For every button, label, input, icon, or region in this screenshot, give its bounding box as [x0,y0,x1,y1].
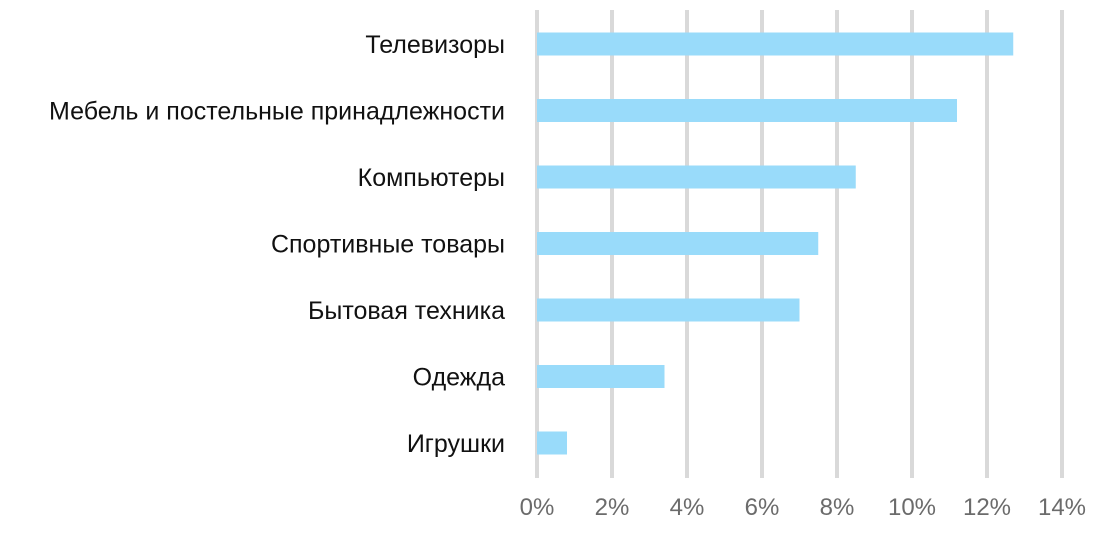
x-tick-label: 0% [520,494,555,521]
category-label: Бытовая техника [308,297,505,325]
bar-5 [537,298,800,322]
category-label: Одежда [413,364,505,392]
category-label: Игрушки [407,430,505,458]
x-tick-label: 2% [595,494,630,521]
x-tick-label: 14% [1038,494,1086,521]
category-label: Спортивные товары [271,231,505,259]
x-axis-tick-labels: 0% 2% 4% 6% 8% 10% 12% 14% [520,494,1086,521]
bar-3 [537,165,856,189]
bar-7 [537,431,567,455]
bar-2 [537,99,957,122]
x-tick-label: 10% [888,494,936,521]
bar-1 [537,32,1014,56]
bar-6 [537,365,665,388]
category-labels: Телевизоры Мебель и постельные принадлежн… [49,31,505,458]
category-label: Мебель и постельные принадлежности [49,98,505,126]
x-tick-label: 6% [745,494,780,521]
category-label: Телевизоры [365,31,505,59]
category-label: Компьютеры [358,164,505,192]
bar-4 [537,232,819,255]
bars [537,32,1014,455]
x-tick-label: 4% [670,494,705,521]
x-tick-label: 8% [820,494,855,521]
x-tick-label: 12% [963,494,1011,521]
